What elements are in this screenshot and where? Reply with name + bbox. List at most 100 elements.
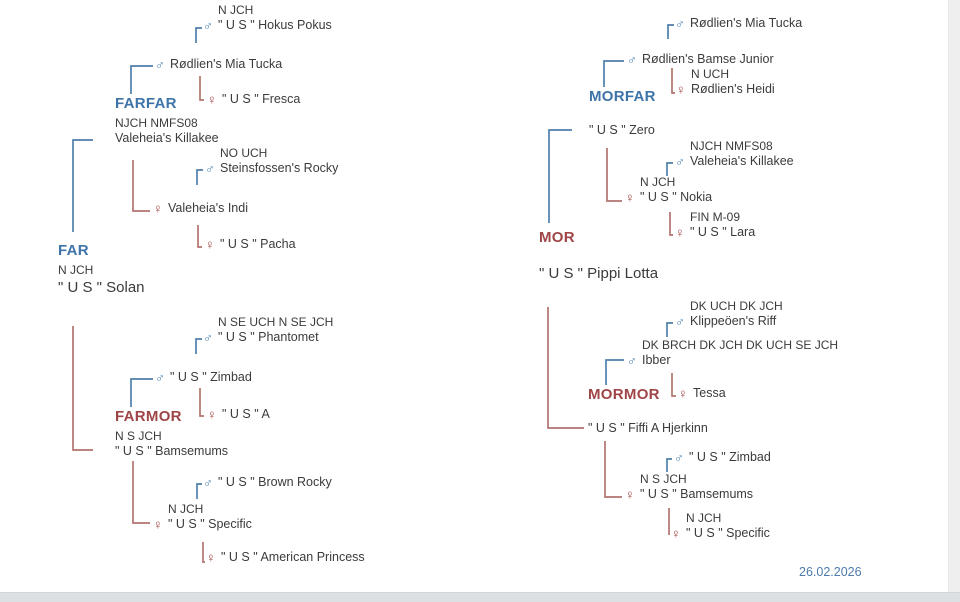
dog-name: Rødlien's Heidi: [691, 82, 775, 96]
dog-name: " U S " Hokus Pokus: [218, 18, 332, 32]
node-mormor-dam-sire: ♂ " U S " Zimbad: [674, 450, 771, 465]
male-icon: ♂: [205, 161, 215, 176]
connector-lara: [669, 212, 673, 236]
scrollbar-track-bottom[interactable]: [0, 592, 960, 602]
female-icon: ♀: [625, 190, 635, 205]
male-icon: ♂: [675, 16, 685, 31]
connector-phantomet: [195, 338, 202, 354]
male-icon: ♂: [675, 314, 685, 329]
female-icon: ♀: [678, 386, 688, 401]
node-mormor-dam-dam: N JCH ♀ " U S " Specific: [671, 511, 770, 541]
connector-far-farmor: [72, 326, 93, 451]
connector-zimbad-right: [666, 458, 672, 472]
connector-heidi: [671, 68, 675, 94]
scrollbar-track-right[interactable]: [948, 0, 960, 592]
node-far: FAR N JCH " U S " Solan: [58, 243, 145, 295]
connector-mor-morfar: [548, 129, 572, 223]
node-farfar-sire-dam: ♀ " U S " Fresca: [207, 92, 301, 107]
connector-klippeoen-riff: [666, 322, 673, 337]
dog-title: N JCH: [686, 511, 722, 525]
female-icon: ♀: [675, 225, 685, 240]
dog-title: DK UCH DK JCH: [690, 299, 783, 313]
dog-name: Ibber: [642, 353, 671, 367]
dog-title: NJCH NMFS08: [690, 139, 773, 153]
dog-name: " U S " Specific: [168, 517, 252, 531]
dog-name: " U S " Specific: [686, 526, 770, 540]
dog-title: N UCH: [691, 67, 729, 81]
dog-name: " U S " Zimbad: [170, 370, 252, 384]
dog-name: Valeheia's Indi: [168, 201, 248, 215]
female-icon: ♀: [625, 487, 635, 502]
node-morfar-dam-dam: FIN M-09 ♀ " U S " Lara: [675, 210, 756, 240]
dog-title: N JCH: [58, 263, 94, 277]
node-farfar-dam-dam: ♀ " U S " Pacha: [205, 237, 296, 252]
node-morfar-sire: ♂ Rødlien's Bamse Junior: [627, 52, 774, 67]
node-farmor-dam-dam: ♀ " U S " American Princess: [206, 550, 365, 565]
connector-mia-tucka-right: [667, 24, 674, 39]
dog-name: " U S " Fresca: [222, 92, 301, 106]
connector-farfar-dam: [132, 160, 150, 212]
connector-morfar-dam: [606, 148, 622, 202]
dog-name: " U S " Zimbad: [689, 450, 771, 464]
dog-name: " U S " A: [222, 407, 270, 421]
dog-name: Rødlien's Mia Tucka: [170, 57, 283, 71]
dog-title: NO UCH: [220, 146, 268, 160]
connector-hokus-pokus: [195, 27, 202, 43]
female-icon: ♀: [676, 82, 686, 97]
dog-title: NJCH NMFS08: [115, 116, 198, 130]
dog-title: DK BRCH DK JCH DK UCH SE JCH: [642, 338, 839, 352]
dog-title: N JCH: [218, 3, 254, 17]
male-icon: ♂: [627, 353, 637, 368]
dog-name: " U S " Brown Rocky: [218, 475, 332, 489]
dog-title: N JCH: [168, 502, 204, 516]
dog-name: " U S " Nokia: [640, 190, 713, 204]
dog-title: N S JCH: [115, 429, 162, 443]
female-icon: ♀: [207, 92, 217, 107]
dog-title: N S JCH: [640, 472, 687, 486]
male-icon: ♂: [155, 57, 165, 72]
node-farmor-sire: ♂ " U S " Zimbad: [155, 370, 252, 385]
dog-name: " U S " Fiffi A Hjerkinn: [588, 421, 708, 435]
dog-name: " U S " Phantomet: [218, 330, 319, 344]
male-icon: ♂: [627, 52, 637, 67]
dog-name: " U S " Bamsemums: [640, 487, 754, 501]
node-farmor-dam-sire: ♂ " U S " Brown Rocky: [203, 475, 332, 490]
female-icon: ♀: [206, 550, 216, 565]
dog-name: " U S " Bamsemums: [115, 444, 229, 458]
male-icon: ♂: [203, 330, 213, 345]
node-morfar-dam-sire: NJCH NMFS08 ♂ Valeheia's Killakee: [675, 139, 794, 169]
male-icon: ♂: [675, 154, 685, 169]
connector-farfar-sire: [130, 65, 153, 94]
male-icon: ♂: [203, 18, 213, 33]
node-mormor-sire: DK BRCH DK JCH DK UCH SE JCH ♂ Ibber: [627, 338, 839, 368]
dog-name: " U S " Pippi Lotta: [539, 265, 659, 282]
connector-pacha: [197, 225, 202, 248]
female-icon: ♀: [153, 201, 163, 216]
dog-name: " U S " Zero: [589, 123, 655, 137]
male-icon: ♂: [674, 450, 684, 465]
node-mormor-sire-sire: DK UCH DK JCH ♂ Klippeöen's Riff: [675, 299, 783, 329]
generation-label: MOR: [539, 229, 575, 246]
generation-label: FARMOR: [115, 408, 182, 425]
node-mor: MOR " U S " Pippi Lotta: [539, 230, 658, 281]
dog-name: Rødlien's Bamse Junior: [642, 52, 774, 66]
dog-name: " U S " American Princess: [221, 550, 365, 564]
connector-farmor-dam: [132, 461, 150, 524]
dog-name: " U S " Lara: [690, 225, 756, 239]
node-farmor-sire-dam: ♀ " U S " A: [207, 407, 270, 422]
node-mormor: MORMOR " U S " Fiffi A Hjerkinn: [588, 387, 708, 436]
node-morfar-sire-dam: N UCH ♀ Rødlien's Heidi: [676, 67, 775, 97]
node-morfar: MORFAR " U S " Zero: [589, 89, 656, 138]
dog-title: [589, 109, 656, 123]
connector-mormor-sire: [605, 359, 624, 385]
node-farfar-sire: ♂ Rødlien's Mia Tucka: [155, 57, 283, 72]
dog-name: " U S " Pacha: [220, 237, 296, 251]
node-farfar-dam: ♀ Valeheia's Indi: [153, 201, 248, 216]
dog-title: [588, 407, 708, 421]
dog-title: FIN M-09: [690, 210, 741, 224]
node-morfar-dam: N JCH ♀ " U S " Nokia: [625, 176, 713, 205]
connector-brown-rocky: [196, 483, 202, 499]
connector-morfar-sire: [603, 60, 624, 87]
node-mormor-sire-dam: ♀ Tessa: [678, 386, 726, 401]
